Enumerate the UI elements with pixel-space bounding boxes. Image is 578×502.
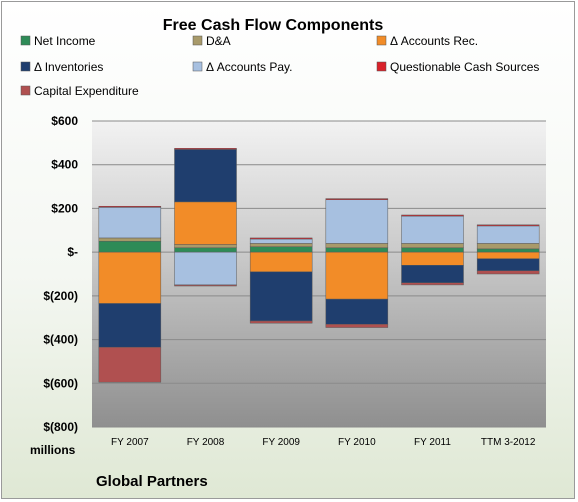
- bar-segment: [249, 238, 313, 244]
- legend-swatch: [376, 35, 387, 46]
- bar-segment: [249, 246, 313, 253]
- bar-segment: [249, 271, 313, 322]
- x-axis-tick-labels: FY 2007 FY 2008 FY 2009 FY 2010 FY 2011 TTM 3…: [111, 437, 536, 448]
- y-tick-label: $(800): [43, 420, 78, 434]
- legend-label: Capital Expenditure: [34, 84, 139, 98]
- bar-segment: [401, 247, 464, 253]
- legend-swatch: [192, 35, 203, 46]
- bar-segment: [98, 240, 162, 253]
- x-tick-label: FY 2008: [187, 437, 225, 448]
- bar-segment: [476, 251, 540, 259]
- bar-segment: [401, 251, 464, 266]
- legend: Net Income D&A Δ Accounts Rec. Δ Inventorie…: [20, 34, 539, 98]
- bar-segment: [174, 148, 237, 150]
- bar-segment: [476, 270, 540, 275]
- x-tick-label: FY 2007: [111, 437, 149, 448]
- bar-segment: [98, 251, 162, 304]
- bar-segment: [174, 244, 237, 249]
- bar-segment: [98, 303, 162, 348]
- bar-segment: [249, 243, 313, 247]
- bar-segment: [325, 251, 389, 300]
- bars: [98, 148, 540, 383]
- plot-area: [92, 121, 546, 427]
- bar-segment: [174, 247, 237, 253]
- legend-label: Δ Accounts Pay.: [206, 60, 293, 74]
- y-tick-label: $(600): [43, 376, 78, 390]
- legend-label: Questionable Cash Sources: [390, 60, 539, 74]
- x-tick-label: FY 2011: [414, 437, 451, 448]
- gridlines: [92, 120, 546, 428]
- bar-segment: [325, 199, 389, 244]
- bar-segment: [476, 224, 540, 227]
- chart-title: Free Cash Flow Components: [163, 17, 384, 34]
- bar-segment: [98, 237, 162, 242]
- bar-segment: [98, 346, 162, 383]
- bar-segment: [325, 198, 389, 200]
- x-tick-label: FY 2009: [262, 437, 300, 448]
- bar-segment: [325, 243, 389, 249]
- legend-label: D&A: [206, 34, 231, 48]
- y-tick-label: $(400): [43, 333, 78, 347]
- y-axis-tick-labels: $600 $400 $200 $- $(200) $(400) $(600) $(800): [43, 114, 78, 434]
- y-tick-label: $(200): [43, 289, 78, 303]
- bar-segment: [401, 214, 464, 217]
- x-tick-label: FY 2010: [338, 437, 376, 448]
- bar-segment: [174, 201, 237, 245]
- bar-segment: [401, 282, 464, 286]
- bar-segment: [98, 205, 162, 208]
- legend-swatch: [20, 61, 31, 72]
- bar-segment: [249, 237, 313, 240]
- x-tick-label: TTM 3-2012: [481, 437, 536, 448]
- bar-segment: [325, 324, 389, 328]
- footer-label: Global Partners: [96, 473, 208, 490]
- bar-segment: [476, 243, 540, 250]
- legend-swatch: [192, 61, 203, 72]
- unit-label: millions: [30, 443, 76, 457]
- bar-segment: [476, 225, 540, 244]
- bar-segment: [401, 265, 464, 283]
- bar-segment: [401, 215, 464, 244]
- y-tick-label: $-: [67, 245, 78, 259]
- bar-segment: [325, 298, 389, 325]
- y-tick-label: $600: [51, 114, 78, 128]
- bar-segment: [401, 243, 464, 249]
- bar-segment: [174, 149, 237, 203]
- legend-swatch: [20, 35, 31, 46]
- legend-swatch: [20, 85, 31, 96]
- y-tick-label: $200: [51, 201, 78, 215]
- legend-label: Δ Accounts Rec.: [390, 34, 478, 48]
- bar-segment: [476, 258, 540, 271]
- bar-segment: [249, 251, 313, 273]
- bar-segment: [476, 248, 540, 253]
- bar-segment: [174, 284, 237, 287]
- legend-label: Net Income: [34, 34, 96, 48]
- legend-swatch: [376, 61, 387, 72]
- bar-segment: [249, 320, 313, 324]
- bar-segment: [174, 251, 237, 286]
- bar-segment: [98, 207, 162, 239]
- y-tick-label: $400: [51, 158, 78, 172]
- legend-label: Δ Inventories: [34, 60, 103, 74]
- bar-segment: [325, 247, 389, 253]
